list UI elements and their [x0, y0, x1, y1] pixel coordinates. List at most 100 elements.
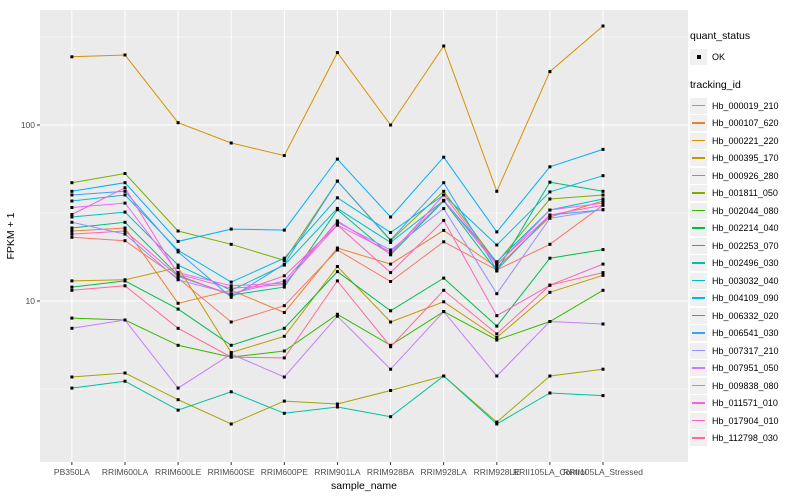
- legend-item: Hb_011571_010: [690, 395, 800, 412]
- x-tick-label: RRIM600LA: [102, 467, 149, 477]
- data-point: [548, 374, 552, 378]
- data-point: [282, 399, 286, 403]
- legend-item-label: Hb_007951_050: [712, 363, 779, 373]
- data-point: [123, 186, 127, 190]
- data-point: [229, 355, 233, 359]
- data-point: [282, 274, 286, 278]
- data-point: [495, 262, 499, 266]
- data-point: [548, 242, 552, 246]
- data-point: [389, 241, 393, 244]
- legend-title-quant-status: quant_status: [690, 30, 751, 42]
- legend-key: [690, 202, 707, 219]
- data-point: [176, 326, 180, 330]
- line-chart: PB350LA RRIM600LA RRIM600LE RRIM600SE RRIM60…: [5, 10, 688, 492]
- data-point: [123, 181, 127, 185]
- legend-block-tracking-id: tracking_id Hb_000019_210 Hb_000107_620 Hb…: [690, 79, 800, 447]
- legend-item-label: Hb_007317_210: [712, 345, 779, 356]
- data-point: [229, 320, 233, 324]
- data-point: [389, 248, 393, 252]
- data-point: [282, 256, 286, 260]
- y-tick-label: 100: [21, 120, 35, 130]
- data-point: [548, 320, 552, 323]
- line-swatch-icon: [692, 279, 705, 282]
- gridlines: [40, 10, 688, 462]
- legend-block-quant-status: quant_status OK: [690, 30, 800, 65]
- data-point: [495, 338, 499, 342]
- data-point: [495, 314, 499, 318]
- axis-ticks: [37, 124, 604, 465]
- line-swatch-icon: [692, 174, 705, 177]
- data-point: [442, 181, 446, 185]
- data-point: [495, 422, 499, 426]
- x-tick-label: RRIM600SE: [208, 467, 256, 477]
- legend-key: [690, 97, 707, 114]
- line-swatch-icon: [692, 244, 705, 247]
- data-point: [389, 215, 393, 219]
- data-point: [70, 206, 74, 209]
- data-point: [282, 283, 286, 287]
- data-point: [495, 230, 499, 234]
- legend-item: Hb_000926_280: [690, 167, 800, 184]
- data-point: [176, 386, 180, 390]
- data-point: [123, 229, 127, 233]
- data-point: [70, 55, 74, 59]
- data-point: [176, 266, 180, 269]
- x-tick-label: RRIM600PE: [261, 467, 309, 477]
- data-point: [70, 215, 74, 219]
- data-point: [548, 391, 552, 395]
- legend-item: Hb_000395_170: [690, 150, 800, 167]
- data-point: [548, 197, 552, 201]
- data-point: [601, 248, 605, 252]
- legend-key: [690, 150, 707, 166]
- line-swatch-icon: [692, 139, 705, 142]
- data-point: [282, 304, 286, 308]
- data-point: [495, 243, 499, 247]
- data-point: [176, 271, 180, 275]
- point-icon: [696, 54, 701, 59]
- data-point: [176, 343, 180, 347]
- data-point: [176, 274, 180, 278]
- data-point: [442, 310, 446, 314]
- legend-item: Hb_007951_050: [690, 360, 800, 377]
- legend-key: [690, 115, 707, 131]
- legend-item-label: Hb_006332_020: [712, 310, 779, 321]
- data-points: [70, 24, 605, 426]
- data-point: [601, 24, 605, 28]
- data-point: [123, 193, 127, 197]
- data-point: [282, 349, 286, 353]
- data-point: [548, 208, 552, 212]
- legend-item: Hb_003032_040: [690, 272, 800, 289]
- data-point: [123, 201, 127, 205]
- data-point: [601, 367, 605, 371]
- legend-item-label: Hb_000107_620: [712, 118, 779, 128]
- data-point: [335, 206, 339, 210]
- x-tick-label: RRIM928BA: [367, 467, 415, 477]
- data-point: [442, 300, 446, 304]
- data-point: [442, 228, 446, 232]
- legend-key: [690, 412, 707, 429]
- data-point: [601, 147, 605, 151]
- legend-item-label: Hb_017904_010: [712, 415, 779, 426]
- data-point: [442, 374, 446, 378]
- legend-item: Hb_017904_010: [690, 412, 800, 429]
- legend-item: Hb_112798_030: [690, 430, 800, 447]
- data-point: [176, 263, 180, 267]
- legend-item: Hb_004109_090: [690, 290, 800, 307]
- legend-key: [690, 185, 707, 201]
- data-point: [335, 219, 339, 223]
- data-point: [389, 345, 393, 349]
- data-point: [176, 121, 180, 125]
- data-point: [70, 326, 74, 330]
- data-point: [601, 322, 605, 326]
- data-point: [335, 314, 339, 318]
- legend-item: Hb_000019_210: [690, 97, 800, 114]
- legend-key: [690, 237, 707, 254]
- legend-item: Hb_002253_070: [690, 237, 800, 254]
- data-point: [123, 239, 127, 243]
- data-point: [495, 292, 499, 296]
- data-point: [335, 265, 339, 268]
- data-point: [176, 239, 180, 243]
- legend-key: [690, 220, 707, 236]
- data-point: [70, 229, 74, 233]
- data-point: [123, 172, 127, 175]
